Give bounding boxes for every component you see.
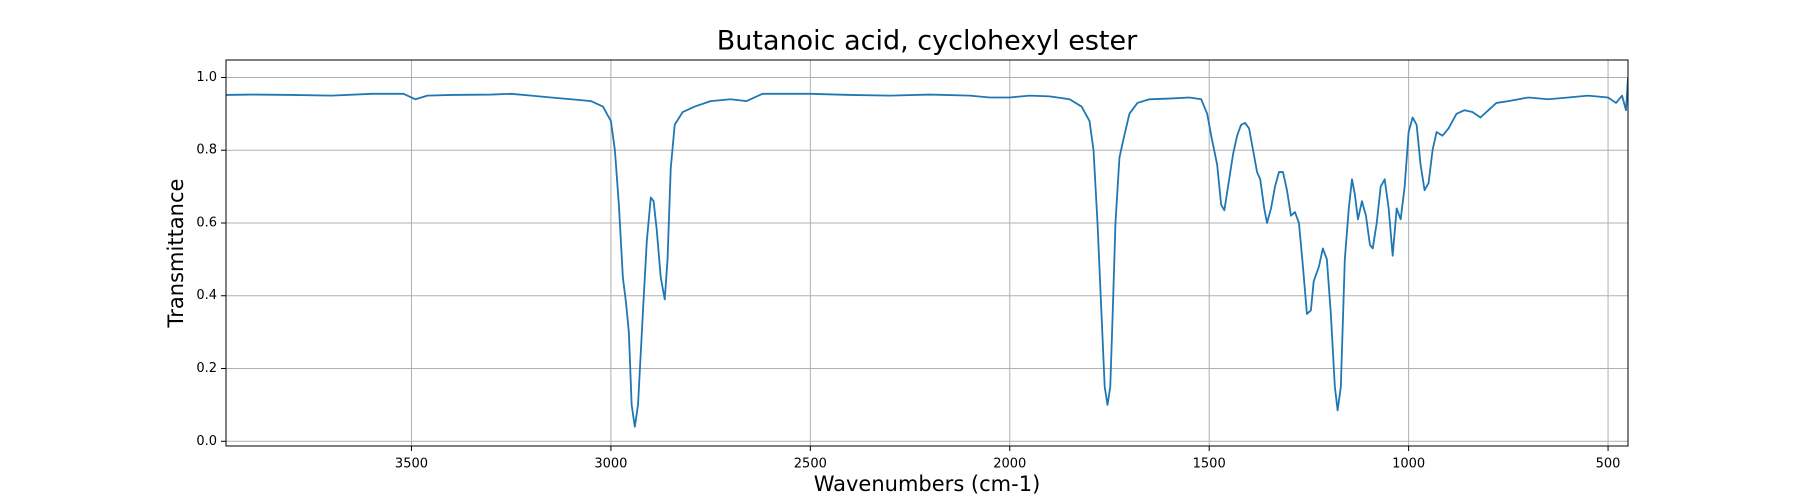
y-tick-label: 0.6	[196, 215, 217, 230]
plot-frame	[225, 59, 1629, 447]
x-axis-label: Wavenumbers (cm-1)	[814, 472, 1041, 496]
spectrum-line	[226, 77, 1628, 428]
y-tick-label: 0.4	[196, 288, 217, 303]
x-tick-label: 3000	[594, 457, 627, 472]
y-tick-label: 0.0	[196, 434, 217, 449]
x-tick-label: 3500	[395, 457, 428, 472]
x-tick-label: 1500	[1193, 457, 1226, 472]
x-tick-label: 1000	[1392, 457, 1425, 472]
y-tick-label: 0.2	[196, 361, 217, 376]
y-tick-label: 0.8	[196, 143, 217, 158]
chart-title: Butanoic acid, cyclohexyl ester	[717, 26, 1138, 57]
x-tick-label: 2500	[794, 457, 827, 472]
x-tick-label: 500	[1596, 457, 1621, 472]
y-axis-label: Transmittance	[164, 179, 188, 329]
y-tick-label: 1.0	[196, 70, 217, 85]
x-tick-label: 2000	[993, 457, 1026, 472]
